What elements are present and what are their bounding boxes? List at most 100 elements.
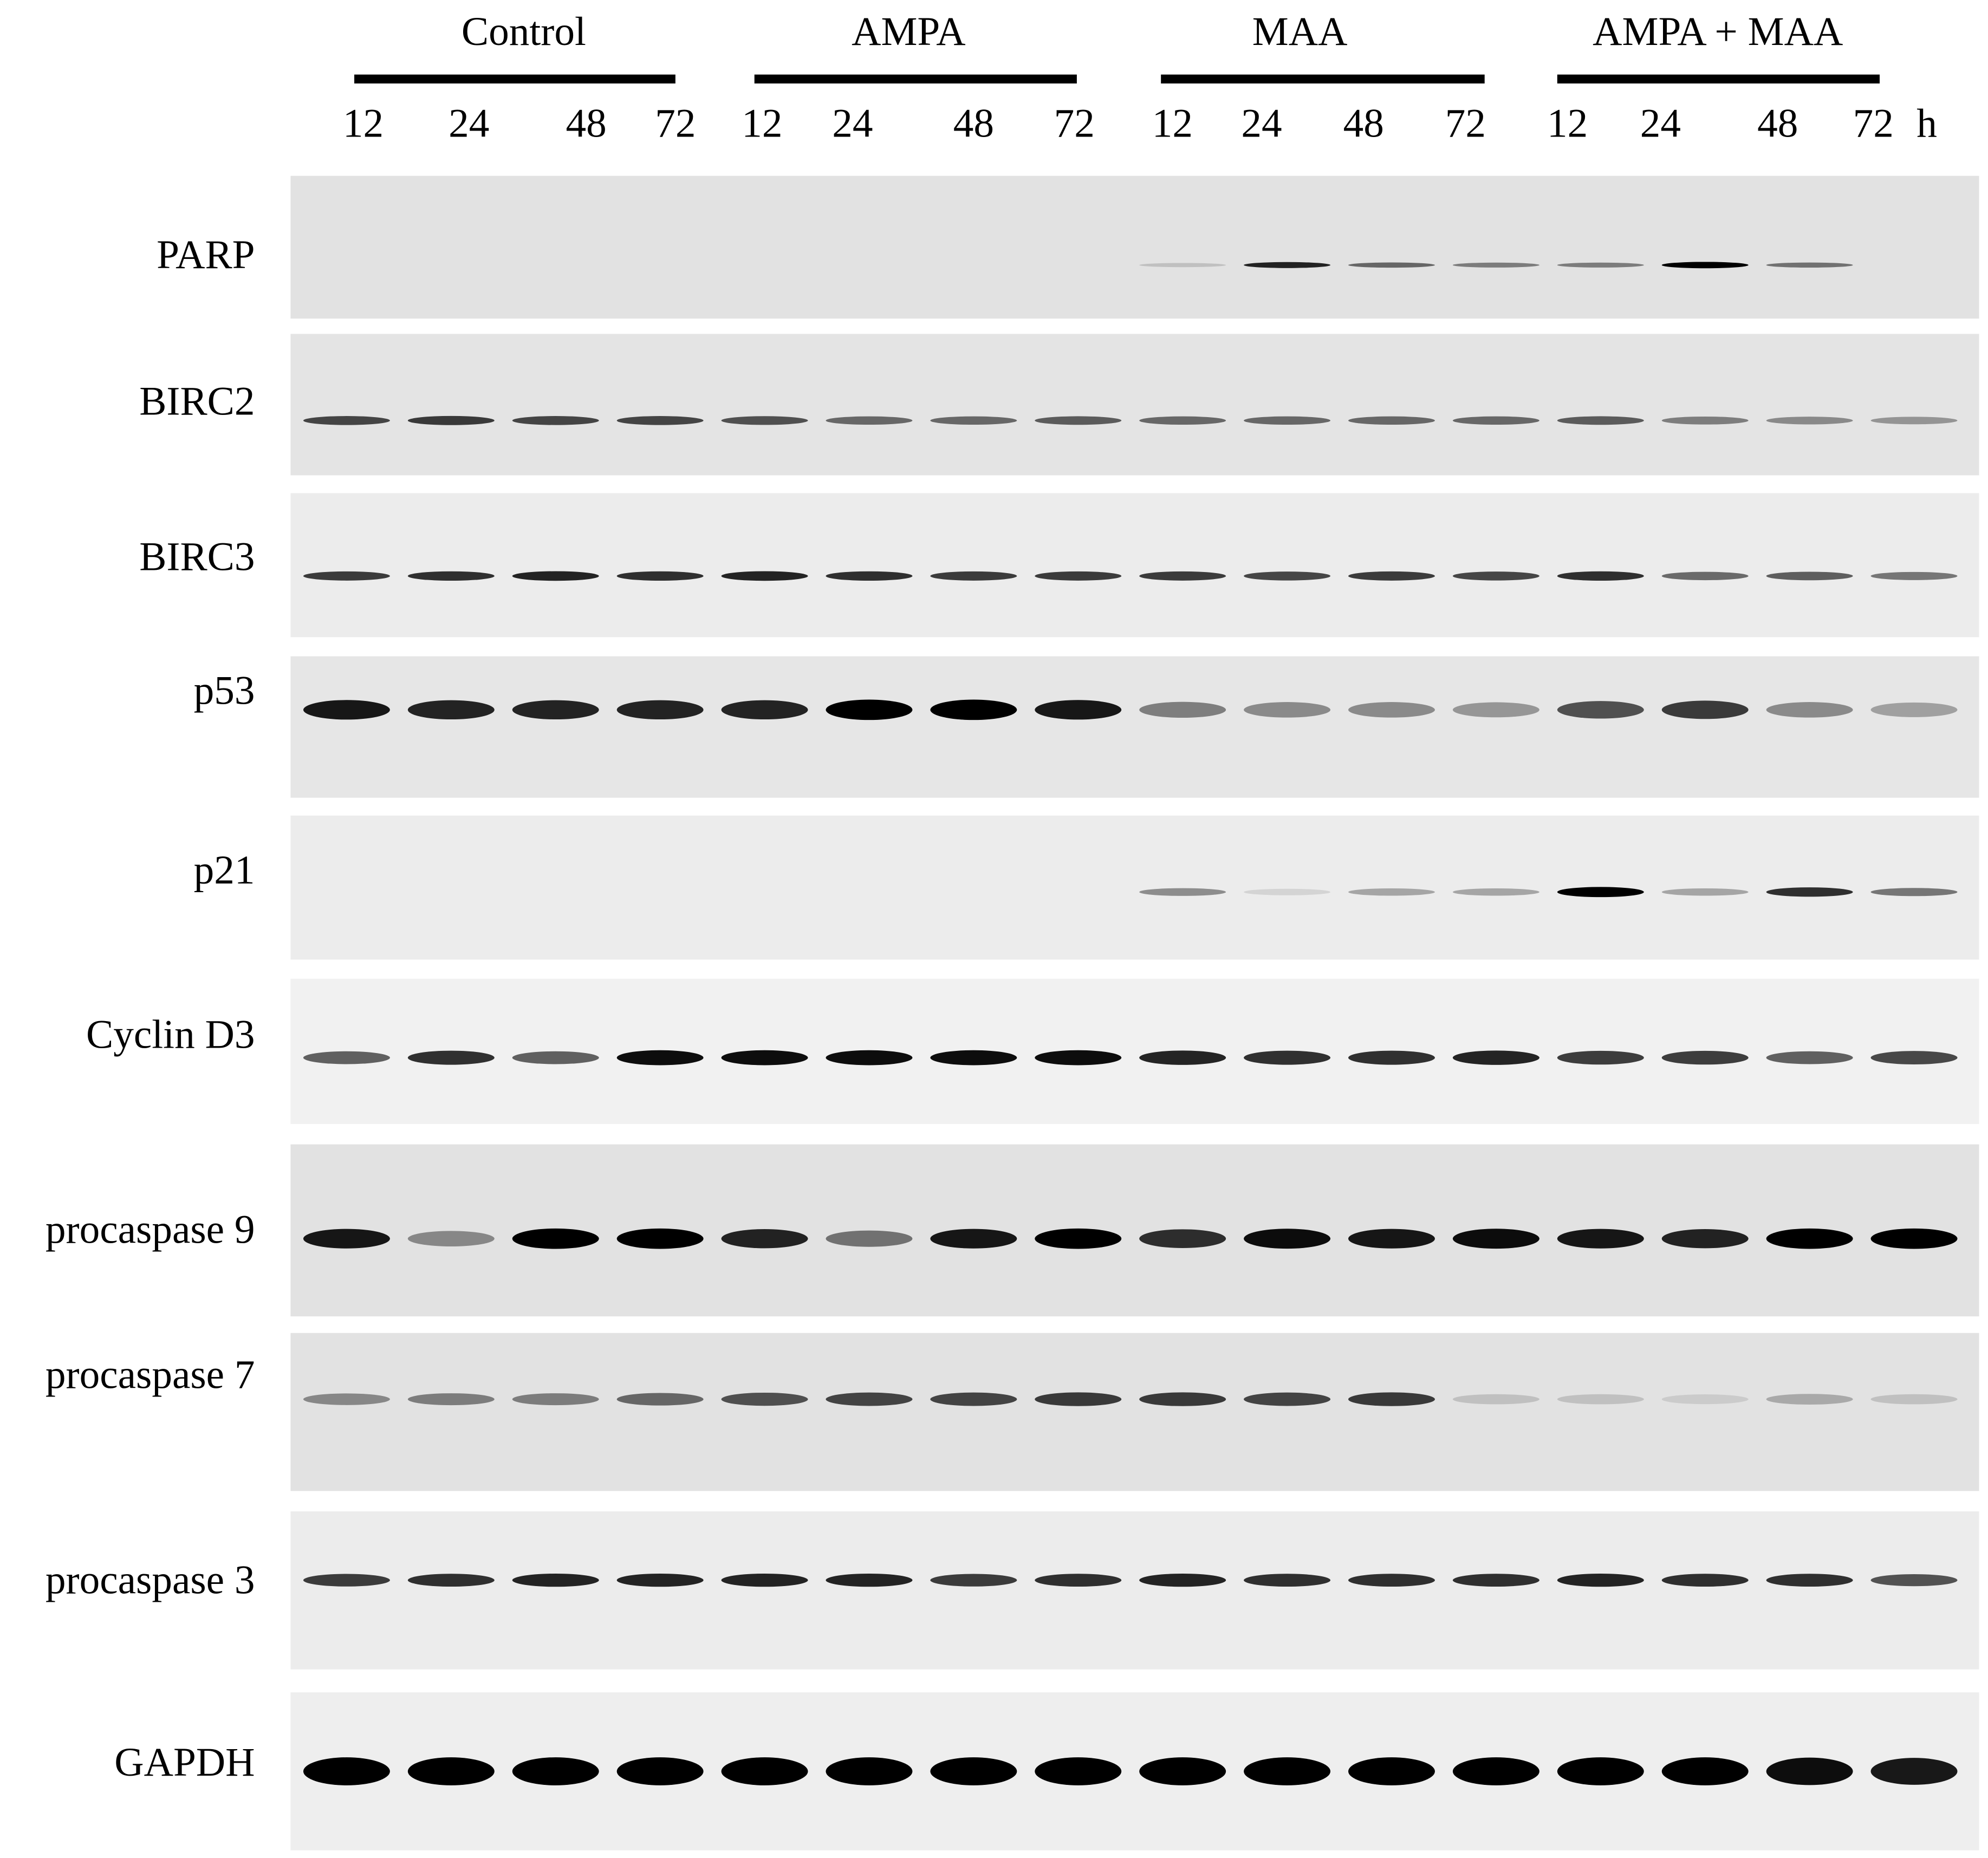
band <box>930 416 1017 425</box>
time-label: 12 <box>1152 101 1193 146</box>
band <box>930 1229 1017 1249</box>
band <box>1557 262 1644 268</box>
time-label: 72 <box>1445 101 1486 146</box>
group-label: Control <box>462 9 586 54</box>
band <box>1035 1757 1122 1785</box>
band <box>1139 263 1226 268</box>
time-label: 48 <box>566 101 607 146</box>
band <box>826 571 913 581</box>
band <box>930 571 1017 581</box>
band <box>1139 1573 1226 1587</box>
band <box>1766 1574 1853 1587</box>
band <box>1348 262 1435 268</box>
band <box>1348 1229 1435 1249</box>
band <box>1766 887 1853 897</box>
band <box>407 1050 495 1065</box>
row-label: p21 <box>194 848 255 893</box>
band <box>1766 1051 1853 1064</box>
time-label: 48 <box>1757 101 1798 146</box>
band <box>1348 888 1435 896</box>
row-label: procaspase 3 <box>46 1557 255 1602</box>
band <box>1870 1758 1958 1785</box>
band <box>721 571 808 581</box>
band <box>1139 1050 1226 1065</box>
band <box>1661 416 1749 425</box>
band <box>1244 262 1331 268</box>
band <box>721 416 808 425</box>
band <box>1035 1228 1122 1249</box>
band <box>721 1229 808 1249</box>
band <box>1452 416 1539 425</box>
row-label: BIRC2 <box>139 379 255 424</box>
band <box>407 571 495 581</box>
band <box>616 416 704 425</box>
band <box>826 1392 913 1406</box>
band <box>616 1757 704 1785</box>
band <box>1661 571 1749 581</box>
time-label: 12 <box>742 101 782 146</box>
band <box>1870 1051 1958 1065</box>
band <box>1661 1050 1749 1065</box>
band <box>1348 1574 1435 1587</box>
band <box>1348 416 1435 425</box>
band <box>616 1393 704 1406</box>
band <box>407 415 495 425</box>
band <box>1557 1050 1644 1065</box>
band <box>1244 1229 1331 1249</box>
band <box>1244 1392 1331 1406</box>
group-label: MAA <box>1252 9 1348 54</box>
band <box>303 1229 390 1249</box>
band <box>930 1392 1017 1406</box>
time-label: 72 <box>655 101 696 146</box>
band <box>616 571 704 581</box>
band <box>721 700 808 720</box>
band <box>1870 888 1958 896</box>
band <box>1870 1574 1958 1587</box>
group-label: AMPA + MAA <box>1593 9 1843 54</box>
time-label: 48 <box>1343 101 1384 146</box>
band <box>1139 1392 1226 1406</box>
blot-panel <box>290 176 1979 319</box>
blot-panel <box>290 334 1979 476</box>
blot-panel <box>290 656 1979 798</box>
band <box>303 1393 390 1405</box>
group-label: AMPA <box>852 9 966 54</box>
band <box>1661 888 1749 896</box>
band <box>1661 262 1749 269</box>
band <box>1139 701 1226 718</box>
time-label: 72 <box>1853 101 1894 146</box>
band <box>407 700 495 720</box>
band <box>303 1574 390 1587</box>
band <box>1557 416 1644 425</box>
band <box>826 1230 913 1247</box>
band <box>1035 1050 1122 1066</box>
band <box>826 1757 913 1785</box>
band <box>1661 1394 1749 1405</box>
row-label: p53 <box>194 668 255 713</box>
blot-panel <box>290 1511 1979 1669</box>
band <box>303 1051 390 1064</box>
band <box>930 1050 1017 1066</box>
band <box>1452 1229 1539 1249</box>
band <box>1766 262 1853 268</box>
blot-panel <box>290 978 1979 1124</box>
band <box>1244 1757 1331 1785</box>
band <box>303 416 390 425</box>
band <box>1139 571 1226 581</box>
band <box>721 1573 808 1587</box>
band <box>1661 1229 1749 1249</box>
band <box>1035 416 1122 425</box>
band <box>1244 1050 1331 1065</box>
band <box>512 700 599 720</box>
time-label: 24 <box>1241 101 1282 146</box>
blot-panel <box>290 493 1979 638</box>
band <box>1244 1574 1331 1587</box>
band <box>1557 1229 1644 1249</box>
band <box>1139 1229 1226 1248</box>
time-label: 24 <box>832 101 873 146</box>
band <box>512 1757 599 1785</box>
blot-panel <box>290 815 1979 960</box>
band <box>1139 1757 1226 1785</box>
band <box>721 1392 808 1406</box>
band <box>1348 1050 1435 1065</box>
